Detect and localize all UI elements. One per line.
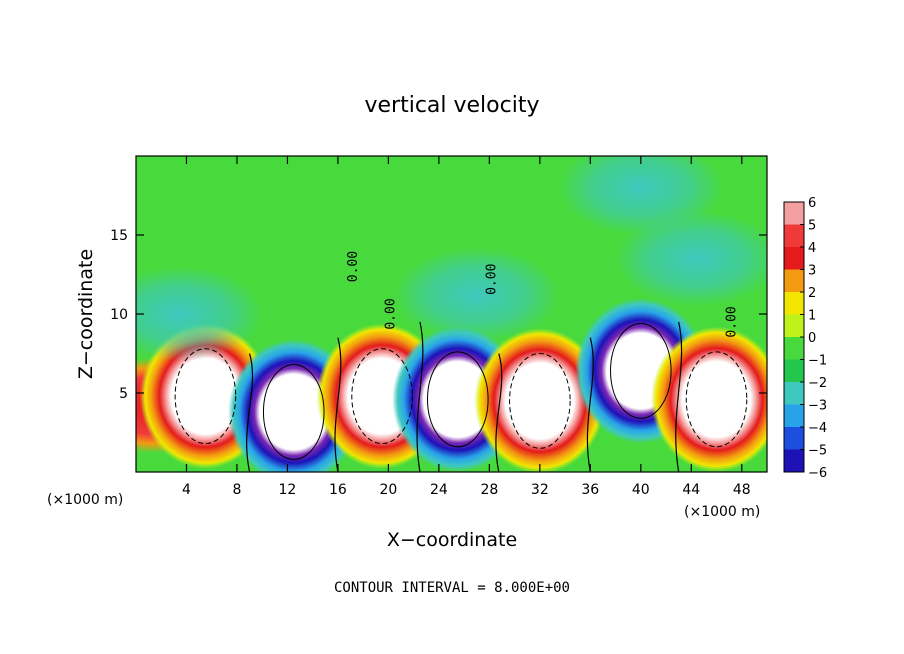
zero-contour-line <box>495 353 503 472</box>
colorbar-label: −5 <box>808 444 827 459</box>
colorbar-swatch <box>784 382 804 405</box>
y-tick-label: 5 <box>119 386 128 402</box>
colorbar-label: −2 <box>808 376 827 391</box>
inner-contour-line <box>610 322 672 419</box>
colorbar-label: −1 <box>808 354 827 369</box>
colorbar-swatch <box>784 359 804 383</box>
zero-contour-line <box>675 321 683 472</box>
colorbar-label: 5 <box>808 219 816 234</box>
colorbar-label: −3 <box>808 399 827 414</box>
contour-label: 0.00 <box>485 264 500 295</box>
x-tick-label: 48 <box>733 482 751 498</box>
y-tick-label: 10 <box>110 307 128 323</box>
contour-lines <box>174 321 748 472</box>
contour-label: 0.00 <box>384 298 399 329</box>
colorbar-swatch <box>784 449 804 473</box>
x-tick-label: 24 <box>430 482 448 498</box>
colorbar-label: 0 <box>808 331 816 346</box>
x-tick-label: 8 <box>232 482 241 498</box>
zero-contour-line <box>586 337 594 472</box>
colorbar-swatch <box>784 224 804 248</box>
colorbar-swatch <box>784 314 804 338</box>
x-unit-left: (×1000 m) <box>47 492 123 508</box>
colorbar-swatch <box>784 337 804 360</box>
x-tick-label: 32 <box>531 482 549 498</box>
velocity-cell <box>650 326 767 472</box>
colorbar-swatch <box>784 292 804 315</box>
colorbar: 6 5 4 3 2 1 0 −1 −2 −3 −4 −5 −6 <box>783 196 827 481</box>
inner-contour-line <box>351 348 413 445</box>
colorbar-swatch <box>784 427 804 450</box>
velocity-cell <box>474 328 606 472</box>
x-tick-label: 16 <box>329 482 347 498</box>
chart-title: vertical velocity <box>364 93 539 118</box>
x-unit-right: (×1000 m) <box>684 504 760 520</box>
colorbar-label: 6 <box>808 196 816 211</box>
colorbar-label: 1 <box>808 309 816 324</box>
y-tick-label: 15 <box>110 228 128 244</box>
inner-contour-line <box>174 348 237 445</box>
contour-interval-footer: CONTOUR INTERVAL = 8.000E+00 <box>334 580 570 596</box>
inner-contour-line <box>262 364 325 460</box>
velocity-cell <box>394 247 559 343</box>
y-axis-label: Z−coordinate <box>75 249 97 379</box>
colorbar-swatch <box>784 247 804 270</box>
contour-labels: 0.00 0.00 0.00 0.00 <box>346 251 740 338</box>
colorbar-swatch <box>784 202 804 225</box>
contour-label: 0.00 <box>346 251 361 282</box>
x-tick-label: 4 <box>182 482 191 498</box>
colorbar-label: −4 <box>808 421 827 436</box>
velocity-field <box>136 156 767 472</box>
colorbar-label: −6 <box>808 466 827 481</box>
colorbar-label: 4 <box>808 241 816 256</box>
colorbar-label: 3 <box>808 264 816 279</box>
contour-label: 0.00 <box>724 306 739 337</box>
zero-contour-line <box>334 337 342 472</box>
colorbar-swatch <box>784 404 804 428</box>
plot-area <box>136 156 767 472</box>
inner-contour-line <box>685 351 748 448</box>
x-tick-label: 12 <box>279 482 297 498</box>
zero-contour-line <box>246 353 254 472</box>
x-axis-label: X−coordinate <box>387 529 517 551</box>
colorbar-label: 2 <box>808 286 816 301</box>
velocity-cell <box>615 211 767 307</box>
inner-contour-line <box>427 351 489 448</box>
x-tick-label: 44 <box>682 482 700 498</box>
zero-contour-line <box>416 321 424 472</box>
colorbar-swatch <box>784 269 804 293</box>
inner-contour-line <box>509 353 571 449</box>
velocity-cell <box>136 266 263 362</box>
y-axis: 5 10 15 <box>110 228 767 402</box>
x-tick-label: 28 <box>480 482 498 498</box>
x-tick-label: 40 <box>632 482 650 498</box>
x-axis: 4 8 12 16 20 24 28 32 36 40 44 48 <box>182 156 751 498</box>
x-tick-label: 20 <box>379 482 397 498</box>
x-tick-label: 36 <box>581 482 599 498</box>
